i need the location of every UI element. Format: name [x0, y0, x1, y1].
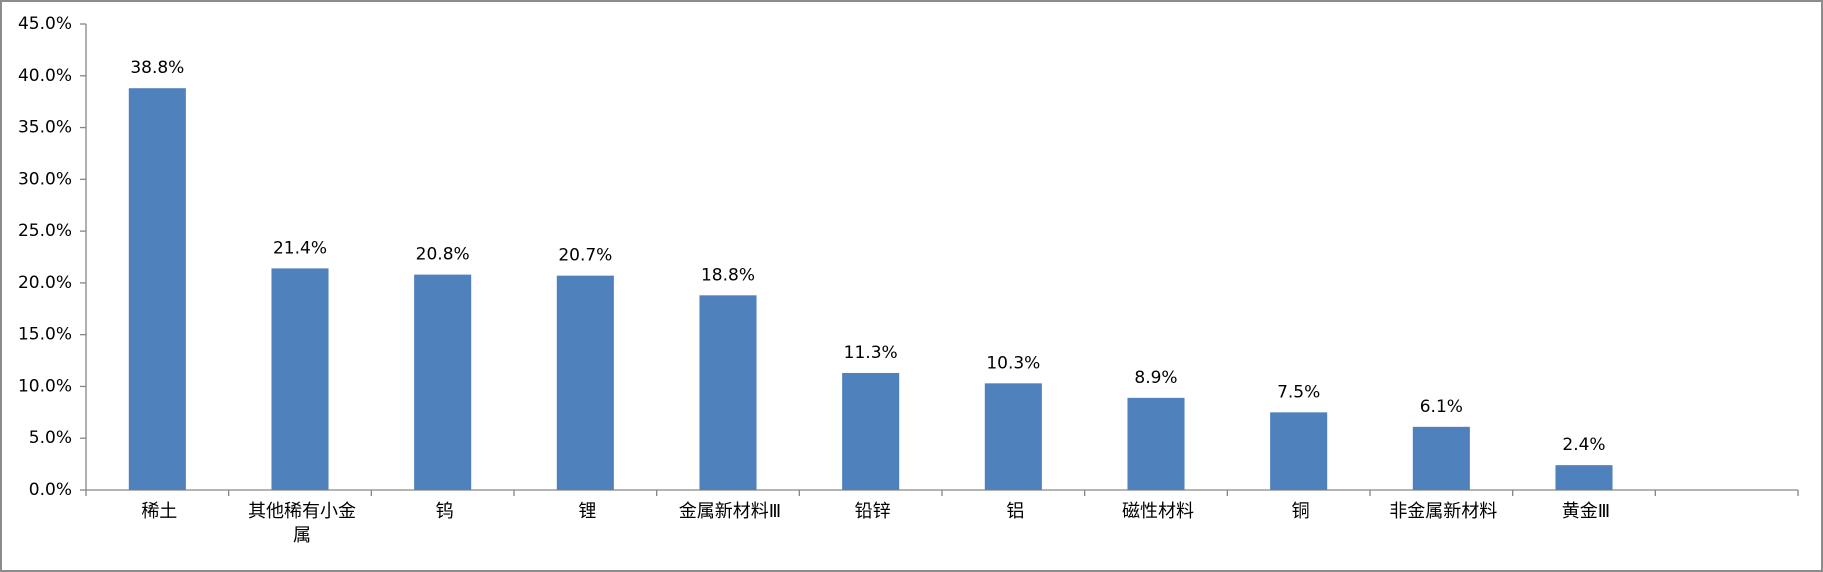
y-tick-label: 35.0% — [18, 118, 72, 138]
y-tick-label: 45.0% — [18, 14, 72, 34]
bar — [699, 295, 757, 490]
bar — [984, 383, 1042, 490]
bar — [842, 372, 900, 490]
y-tick-label: 5.0% — [29, 428, 72, 448]
data-label: 11.3% — [844, 343, 898, 363]
bar — [414, 274, 472, 490]
x-tick-label: 铅锌 — [854, 501, 891, 522]
data-label: 38.8% — [130, 58, 184, 78]
bar — [128, 88, 186, 491]
x-tick-label: 黄金Ⅲ — [1561, 501, 1611, 522]
y-tick-label: 25.0% — [18, 221, 72, 241]
data-label: 21.4% — [273, 238, 327, 258]
y-tick-label: 20.0% — [18, 273, 72, 293]
x-tick-label: 铜 — [1291, 501, 1310, 522]
bar — [271, 268, 329, 490]
data-label: 18.8% — [701, 265, 755, 285]
x-tick-label: 金属新材料Ⅲ — [678, 501, 782, 522]
data-label: 20.8% — [416, 245, 470, 265]
x-tick-label: 稀土 — [141, 501, 178, 522]
bar — [1270, 412, 1328, 490]
y-tick-label: 15.0% — [18, 325, 72, 345]
x-tick-label: 其他稀有小金属 — [247, 501, 356, 546]
data-label: 20.7% — [558, 246, 612, 266]
bar — [1127, 397, 1185, 490]
bar — [1412, 426, 1470, 490]
data-label: 10.3% — [986, 353, 1040, 373]
x-tick-label: 磁性材料 — [1121, 501, 1194, 522]
data-label: 6.1% — [1420, 397, 1463, 417]
bar — [556, 275, 614, 490]
y-tick-label: 10.0% — [18, 376, 72, 396]
y-tick-label: 0.0% — [29, 480, 72, 500]
y-tick-label: 40.0% — [18, 66, 72, 86]
x-tick-label: 钨 — [435, 501, 454, 522]
bar — [1555, 465, 1613, 490]
data-label: 2.4% — [1562, 435, 1605, 455]
data-label: 8.9% — [1134, 368, 1177, 388]
x-tick-label: 锂 — [578, 501, 597, 522]
y-tick-label: 30.0% — [18, 169, 72, 189]
x-tick-label: 非金属新材料 — [1389, 501, 1498, 522]
x-tick-label: 铝 — [1006, 501, 1025, 522]
data-label: 7.5% — [1277, 382, 1320, 402]
